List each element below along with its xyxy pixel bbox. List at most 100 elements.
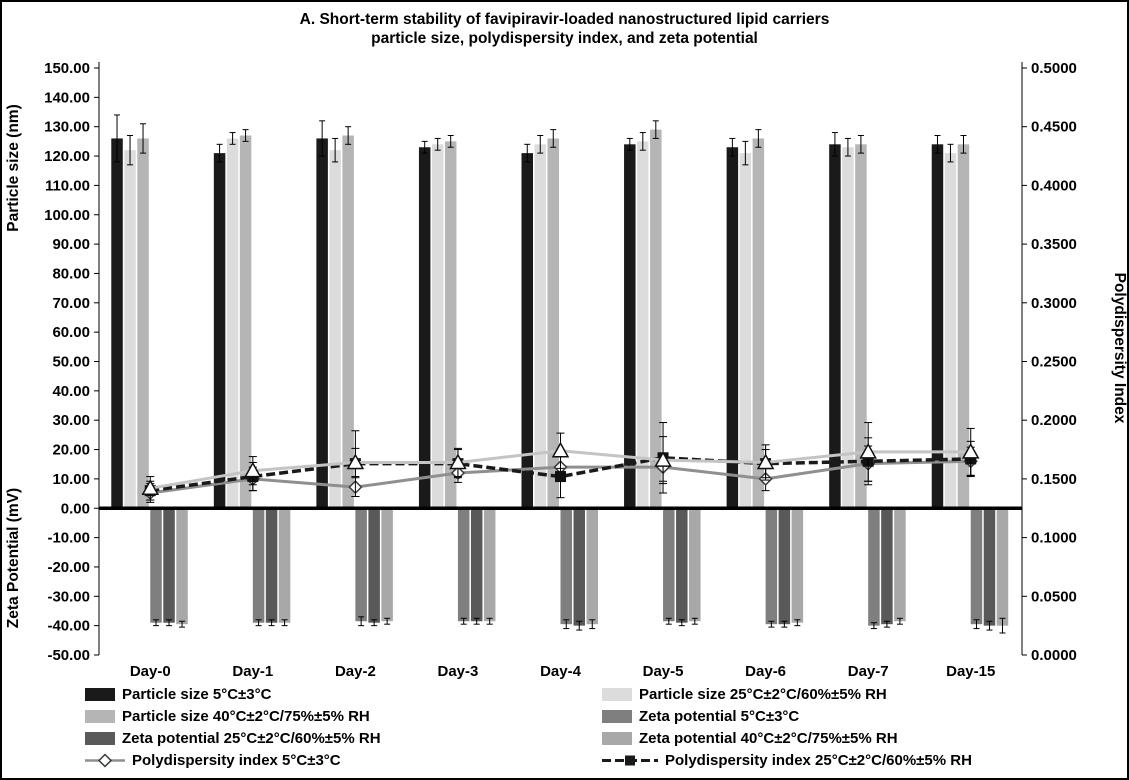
left-axis-tick-label: 60.00 <box>52 324 90 341</box>
legend-item-particle-size-25c: Particle size 25°C±2°C/60%±5% RH <box>602 686 887 703</box>
bar <box>239 135 252 509</box>
legend-label: Particle size 40°C±2°C/75%±5% RH <box>122 707 370 725</box>
left-axis-tick-label: 150.00 <box>44 60 90 77</box>
legend-item-pdi-5c: Polydispersity index 5°C±3°C <box>85 752 602 769</box>
bar <box>624 144 636 509</box>
bar <box>663 508 675 622</box>
triangle-marker <box>346 453 365 470</box>
right-axis-tick-label: 0.0000 <box>1031 647 1077 664</box>
legend-item-zeta-potential-5c: Zeta potential 5°C±3°C <box>602 708 799 725</box>
bar-series-particle-size-5c <box>111 114 944 509</box>
bar <box>957 144 970 509</box>
bar <box>842 147 854 509</box>
bar <box>791 508 804 623</box>
legend-swatch-rect-icon <box>602 709 632 723</box>
bar <box>726 147 739 509</box>
bar <box>996 508 1009 626</box>
bar <box>752 138 765 509</box>
bar <box>560 508 572 625</box>
left-axis-tick-label: 50.00 <box>52 354 90 371</box>
x-axis-label: Day-15 <box>946 663 995 680</box>
legend-label: Zeta potential 5°C±3°C <box>639 707 800 725</box>
x-axis-label: Day-5 <box>643 663 684 680</box>
left-axis-tick-label: -10.00 <box>47 530 90 547</box>
x-axis-label: Day-3 <box>438 663 479 680</box>
left-axis-tick-label: 100.00 <box>44 207 90 224</box>
left-axis-tick-label: 110.00 <box>45 177 90 194</box>
x-axis-labels: Day-0 Day-1 Day-2 Day-3 Day-4 Day-5 Day-6 Day-7… <box>130 663 995 680</box>
line-series-pdi-40c <box>141 422 980 501</box>
bar <box>329 150 341 509</box>
triangle-marker <box>756 453 775 470</box>
right-axis-tick-label: 0.4500 <box>1031 119 1077 136</box>
bar <box>586 508 598 625</box>
bar <box>637 141 649 509</box>
left-axis-tick-label: -20.00 <box>47 559 90 576</box>
triangle-marker <box>859 442 877 459</box>
bar <box>176 508 188 625</box>
left-axis-tick-label: -40.00 <box>47 618 90 635</box>
x-axis-label: Day-7 <box>848 663 889 680</box>
bar <box>931 144 944 509</box>
legend-row: Particle size 5°C±3°C Particle size 25°C±… <box>85 683 1127 705</box>
legend-item-particle-size-40c: Particle size 40°C±2°C/75%±5% RH <box>85 708 602 725</box>
left-axis-tick-labels: 150.00 140.00 130.00 120.00 110.00 100.00 90.0… <box>44 60 99 664</box>
bar <box>316 138 328 509</box>
legend-swatch-rect-icon <box>85 687 115 701</box>
bar <box>252 508 265 623</box>
chart-legend: Particle size 5°C±3°C Particle size 25°C±… <box>2 681 1127 771</box>
x-axis-label: Day-0 <box>130 663 171 680</box>
bar <box>855 144 867 509</box>
right-axis-tick-label: 0.3500 <box>1031 236 1077 253</box>
bar-series-particle-size-40c <box>137 120 970 509</box>
bar <box>444 141 457 509</box>
left-axis-tick-label: -30.00 <box>47 588 90 605</box>
triangle-marker <box>141 479 160 496</box>
left-axis-tick-label: 30.00 <box>52 412 90 429</box>
bar-series-zeta-potential-5c <box>150 508 983 630</box>
triangle-marker <box>551 441 570 458</box>
pdi-line <box>150 456 971 493</box>
bar <box>521 153 533 509</box>
right-axis-tick-label: 0.1500 <box>1031 471 1077 488</box>
left-axis-tick-label: 80.00 <box>52 265 90 282</box>
legend-label: Polydispersity index 25°C±2°C/60%±5% RH <box>665 751 972 769</box>
left-axis-tick-label: 140.00 <box>44 89 90 106</box>
bar <box>573 508 585 626</box>
bar <box>868 508 880 626</box>
bar <box>150 508 162 623</box>
right-axis-tick-label: 0.2500 <box>1031 354 1077 371</box>
left-axis-tick-label: 40.00 <box>52 383 90 400</box>
bar <box>689 508 701 622</box>
right-axis-tick-label: 0.1000 <box>1031 530 1077 547</box>
right-axis-title-pdi: Polydispersity Index <box>1111 273 1127 424</box>
bar <box>342 135 354 509</box>
x-axis-label: Day-4 <box>540 663 582 680</box>
legend-label: Particle size 5°C±3°C <box>122 685 272 703</box>
bar <box>676 508 688 623</box>
legend-label: Polydispersity index 5°C±3°C <box>132 751 341 769</box>
left-axis-tick-label: 0.00 <box>61 500 90 517</box>
legend-row: Polydispersity index 5°C±3°C Polydispersi… <box>85 749 1127 771</box>
bar <box>457 508 470 622</box>
bar <box>470 508 483 622</box>
bar <box>278 508 291 623</box>
left-axis-tick-label: -50.00 <box>47 647 90 664</box>
triangle-marker <box>244 461 262 478</box>
x-axis-label: Day-2 <box>335 663 376 680</box>
bar <box>483 508 496 622</box>
bar <box>137 138 149 509</box>
bar <box>418 147 431 509</box>
legend-swatch-rect-icon <box>85 709 115 723</box>
legend-swatch-rect-icon <box>85 731 115 745</box>
right-axis-tick-labels: 0.5000 0.4500 0.4000 0.3500 0.3000 0.2500 0.20… <box>1022 60 1077 664</box>
chart-title-line-2: particle size, polydispersity index, and… <box>371 30 758 47</box>
bar <box>124 150 136 509</box>
legend-swatch-dash-square-icon <box>602 753 658 768</box>
bar <box>778 508 791 625</box>
legend-swatch-rect-icon <box>602 687 632 701</box>
bar <box>368 508 380 623</box>
bar <box>894 508 906 622</box>
square-marker <box>555 471 566 483</box>
